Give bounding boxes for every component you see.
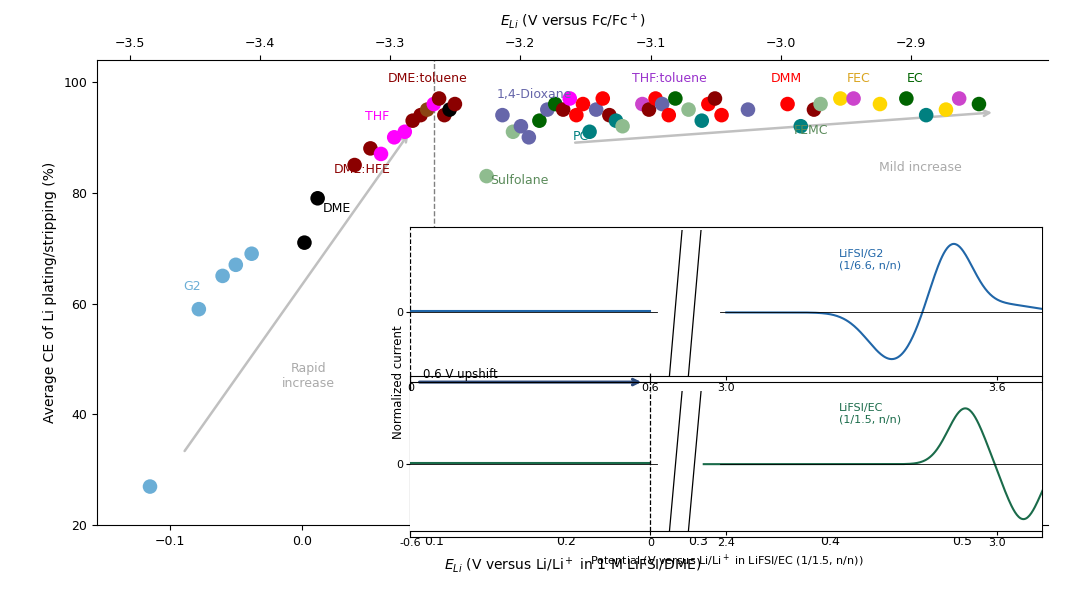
Text: FEC: FEC [847,72,870,85]
Point [706,94,724,103]
Point [779,99,796,109]
Point [666,94,684,103]
Point [581,127,598,137]
Point [937,105,955,115]
X-axis label: Potential (V versus Li/Li$^+$ in LiFSI/EC (1/1.5, n/n)): Potential (V versus Li/Li$^+$ in LiFSI/E… [590,552,863,569]
Point [845,94,862,103]
Point [792,121,809,131]
Text: Sulfolane: Sulfolane [490,174,549,187]
Point [504,127,522,137]
Point [346,160,363,170]
Point [562,94,579,103]
Point [441,105,458,115]
Point [243,249,260,259]
Point [660,110,677,120]
Text: Mild increase: Mild increase [879,161,962,174]
Text: 0.6 V upshift: 0.6 V upshift [423,368,498,381]
Point [950,94,968,103]
Point [396,127,414,137]
Point [872,99,889,109]
Point [227,260,244,270]
Point [539,105,556,115]
Point [478,171,496,181]
Text: Rapid
increase: Rapid increase [282,362,335,390]
Point [296,238,313,247]
Point [613,121,631,131]
Point [190,304,207,314]
Text: DMM: DMM [770,72,801,85]
Point [600,110,618,120]
Point [494,110,511,120]
Point [647,94,664,103]
Text: LiFSI/EC
(1/1.5, n/n): LiFSI/EC (1/1.5, n/n) [839,402,901,424]
Point [713,110,730,120]
X-axis label: $E_{Li}$ (V versus Fc/Fc$^+$): $E_{Li}$ (V versus Fc/Fc$^+$) [500,11,645,31]
Point [897,94,915,103]
Point [446,99,463,109]
Point [214,271,231,281]
Point [634,99,651,109]
Point [700,99,717,109]
Point [512,121,529,131]
Text: PC: PC [572,130,589,143]
Point [588,105,605,115]
Point [918,110,935,120]
Point [431,94,448,103]
Point [362,144,379,153]
Point [832,94,849,103]
Point [693,116,711,125]
Text: EC: EC [906,72,923,85]
Text: LiFSI/G2
(1/6.6, n/n): LiFSI/G2 (1/6.6, n/n) [839,249,901,270]
Point [404,116,421,125]
Point [653,99,671,109]
Point [373,149,390,159]
Point [740,105,757,115]
Text: DME:toluene: DME:toluene [388,72,468,85]
Point [530,116,548,125]
Text: THF:toluene: THF:toluene [632,72,706,85]
Point [419,105,436,115]
Point [640,105,658,115]
Point [594,94,611,103]
Y-axis label: Average CE of Li plating/stripping (%): Average CE of Li plating/stripping (%) [42,162,56,423]
Point [546,99,564,109]
Text: DME: DME [323,202,351,215]
X-axis label: Potential (V versus Li/Li$^+$ in LiFSI/G2 (1/6.4, n/n)): Potential (V versus Li/Li$^+$ in LiFSI/G… [589,397,864,413]
Point [607,116,624,125]
Point [141,482,159,491]
Point [970,99,987,109]
Text: DME:HFE: DME:HFE [334,163,390,176]
Text: Normalized current: Normalized current [392,325,405,439]
Text: FEMC: FEMC [794,124,828,137]
X-axis label: $E_{Li}$ (V versus Li/Li$^+$ in 1 M LiFSI/DME): $E_{Li}$ (V versus Li/Li$^+$ in 1 M LiFS… [444,555,701,575]
Point [806,105,823,115]
Point [575,99,592,109]
Point [554,105,571,115]
Point [411,110,429,120]
Text: THF: THF [365,110,390,124]
Point [568,110,585,120]
Point [386,133,403,142]
Point [309,193,326,203]
Point [680,105,698,115]
Text: G2: G2 [183,279,201,293]
Text: 1,4-Dioxane: 1,4-Dioxane [497,88,572,101]
Point [426,99,443,109]
Point [435,110,453,120]
Point [812,99,829,109]
Point [521,133,538,142]
